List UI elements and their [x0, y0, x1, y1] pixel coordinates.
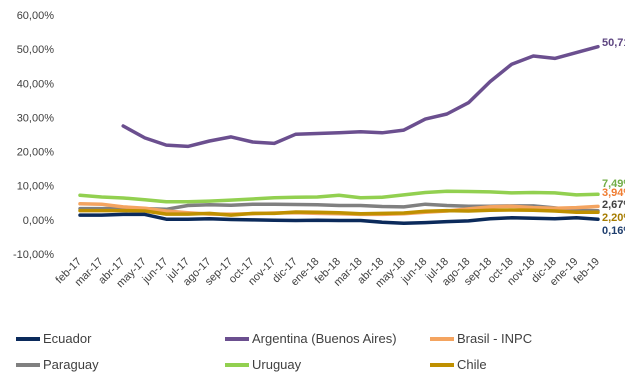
- end-labels: 0,16% 50,71% 3,94%2,67% 7,49% 2,20%: [602, 37, 625, 237]
- y-tick-label: -10,00%: [13, 249, 54, 261]
- plot-area: [78, 44, 600, 226]
- series-line-argentina-buenos-aires: [121, 44, 600, 149]
- series-line-ecuador: [78, 212, 600, 226]
- y-tick-label: 0,00%: [23, 215, 54, 227]
- y-axis: -10,00% 0,00% 10,00% 20,00% 30,00% 40,00% 50,0…: [13, 10, 54, 261]
- y-tick-label: 50,00%: [17, 44, 55, 56]
- y-tick-label: 40,00%: [17, 78, 55, 90]
- end-value-label: 3,94%: [602, 187, 625, 199]
- x-axis: feb-17mar-17abr-17may-17jun-17jul-17ago-…: [54, 256, 603, 290]
- y-tick-label: 20,00%: [17, 147, 55, 159]
- end-value-label: 7,49%: [602, 178, 625, 190]
- end-value-label: 50,71%: [602, 37, 625, 49]
- end-value-label: 0,16%: [602, 225, 625, 237]
- end-value-label: 2,67%: [602, 199, 625, 211]
- series-line-chile: [78, 208, 600, 217]
- y-tick-label: 60,00%: [17, 10, 55, 22]
- y-tick-label: 30,00%: [17, 112, 55, 124]
- y-tick-label: 10,00%: [17, 181, 55, 193]
- series-line-uruguay: [78, 189, 600, 204]
- end-value-label: 2,20%: [602, 212, 625, 224]
